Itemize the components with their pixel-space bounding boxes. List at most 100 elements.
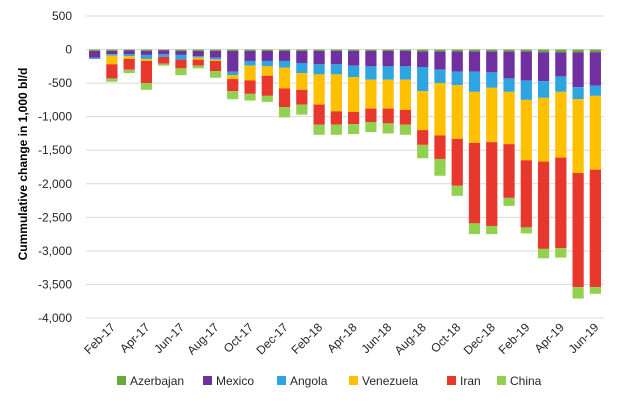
legend-label: Iran — [460, 374, 481, 388]
bar-segment-azerbajan — [296, 49, 308, 51]
x-tick-label: Oct-18 — [428, 320, 464, 356]
bar-segment-china — [313, 124, 325, 135]
x-tick-label: Jun-18 — [358, 320, 394, 356]
bar-segment-angola — [451, 71, 463, 86]
bar-segment-angola — [434, 69, 446, 84]
bar-segment-china — [520, 227, 532, 234]
bar-segment-angola — [158, 54, 170, 57]
bar-segment-venezuela — [520, 99, 532, 161]
bar-segment-venezuela — [537, 97, 550, 162]
x-tick-label: Feb-17 — [81, 320, 118, 357]
bar-segment-venezuela — [123, 56, 135, 59]
bar-segment-azerbajan — [123, 49, 135, 51]
bar-segment-mexico — [451, 51, 463, 72]
bar-segment-azerbajan — [520, 49, 532, 52]
bar-segment-mexico — [434, 51, 446, 70]
y-tick-label: -3,500 — [38, 277, 72, 291]
bar-segment-venezuela — [348, 77, 360, 112]
bar-segment-china — [158, 63, 170, 66]
bar-segment-mexico — [158, 50, 170, 55]
x-tick-label: Aug-18 — [392, 320, 429, 357]
bar-segment-mexico — [227, 50, 239, 72]
bar-segment-azerbajan — [278, 49, 291, 51]
bar-segment-venezuela — [468, 91, 481, 143]
bar-segment-china — [572, 287, 584, 299]
legend-swatch — [349, 376, 358, 385]
bar-segment-mexico — [209, 50, 222, 58]
bar-segment-iran — [486, 142, 498, 227]
bar-segment-mexico — [89, 50, 101, 58]
bar-segment-iran — [278, 88, 291, 108]
x-tick-label: Dec-17 — [253, 320, 290, 357]
bar-segment-azerbajan — [537, 49, 550, 53]
bar-segment-azerbajan — [451, 49, 463, 52]
bar-segment-angola — [348, 65, 360, 78]
y-axis-ticks: 500 0 -500 -1,000 -1,500 -2,000 -2,500 -3,000 -3… — [38, 9, 72, 325]
bar-segment-azerbajan — [192, 49, 204, 51]
bar-segment-iran — [140, 60, 153, 84]
bar-segment-iran — [434, 135, 446, 159]
bar-segment-angola — [417, 67, 429, 92]
bar-segment-china — [244, 93, 256, 101]
bar-segment-angola — [520, 80, 532, 100]
bar-segment-mexico — [486, 51, 498, 73]
y-tick-label: -3,000 — [38, 244, 72, 258]
bar-segment-angola — [89, 57, 101, 59]
bar-segment-mexico — [261, 50, 273, 61]
bar-segment-venezuela — [209, 59, 222, 61]
bar-segment-venezuela — [192, 57, 204, 60]
bars — [89, 49, 601, 299]
legend-item-iran: Iran — [447, 374, 481, 388]
bar-segment-venezuela — [261, 66, 273, 76]
bar-segment-iran — [209, 60, 222, 72]
y-tick-label: -2,000 — [38, 177, 72, 191]
legend-label: Mexico — [216, 374, 254, 388]
bar-segment-azerbajan — [589, 49, 601, 53]
bar-segment-venezuela — [244, 65, 256, 81]
bar-segment-china — [140, 83, 153, 90]
bar-segment-mexico — [278, 50, 291, 61]
bar-segment-venezuela — [313, 74, 325, 105]
bar-segment-angola — [192, 56, 204, 58]
x-tick-label: Apr-19 — [532, 320, 568, 356]
bar-segment-azerbajan — [89, 49, 101, 51]
bar-segment-venezuela — [330, 74, 342, 112]
bar-segment-china — [261, 95, 273, 102]
bar-segment-mexico — [296, 50, 308, 63]
bar-segment-china — [537, 248, 550, 259]
bar-segment-mexico — [244, 50, 256, 61]
x-tick-label: Apr-17 — [117, 320, 153, 356]
bar-segment-china — [434, 158, 446, 176]
legend-item-venezuela: Venezuela — [349, 374, 418, 388]
x-tick-label: Aug-17 — [184, 320, 221, 357]
bar-segment-iran — [589, 169, 601, 288]
bar-segment-azerbajan — [555, 49, 567, 53]
bar-segment-china — [106, 78, 118, 82]
bar-segment-china — [192, 65, 204, 69]
bar-segment-iran — [503, 144, 515, 198]
bar-segment-iran — [175, 59, 187, 69]
bar-segment-angola — [503, 78, 515, 92]
bar-segment-mexico — [106, 50, 118, 55]
bar-segment-china — [330, 124, 342, 135]
y-tick-label: -2,500 — [38, 210, 72, 224]
bar-segment-iran — [296, 89, 308, 105]
bar-segment-venezuela — [451, 85, 463, 139]
bar-segment-angola — [572, 87, 584, 100]
bar-segment-iran — [572, 173, 584, 288]
bar-segment-iran — [106, 64, 118, 79]
bar-segment-iran — [399, 109, 412, 125]
bar-segment-mexico — [468, 51, 481, 72]
bar-segment-mexico — [589, 52, 601, 86]
bar-segment-angola — [227, 71, 239, 76]
bar-segment-azerbajan — [158, 49, 170, 51]
bar-segment-mexico — [313, 50, 325, 65]
y-tick-label: 0 — [65, 43, 72, 57]
bar-segment-mexico — [537, 52, 550, 82]
bar-segment-angola — [209, 57, 222, 60]
bar-segment-mexico — [192, 50, 204, 57]
y-tick-label: -500 — [48, 76, 72, 90]
bar-segment-iran — [261, 75, 273, 96]
